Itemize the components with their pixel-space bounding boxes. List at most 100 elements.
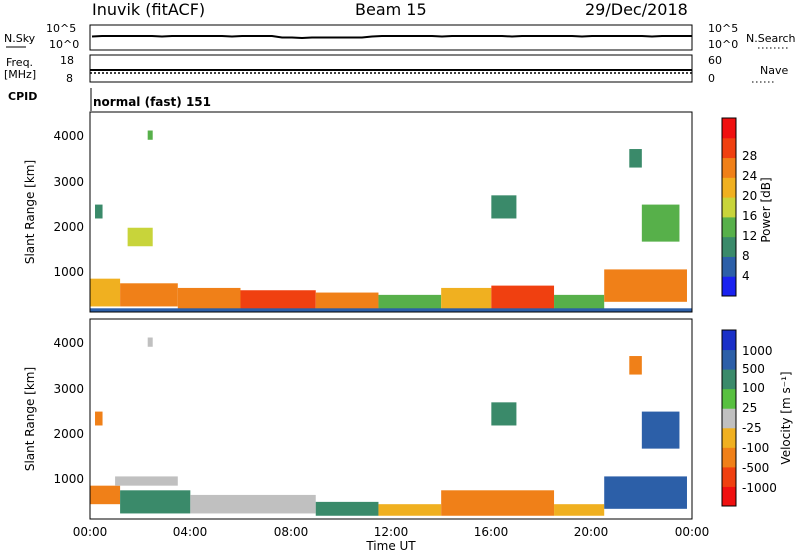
power-panel-background: [90, 112, 692, 312]
velocity-cell-7: [604, 476, 687, 509]
velocity-colorbar: 1000 500 100 25 -25 -100 -500 -1000 Velo…: [721, 329, 793, 507]
velocity-panel-frame: [89, 318, 693, 520]
power-swatch-4: [722, 197, 736, 218]
freq-tick-top: 18: [60, 54, 74, 67]
power-cell-4: [315, 292, 379, 309]
velocity-cells: [90, 337, 687, 516]
power-cb-tick-24: 24: [742, 169, 757, 183]
power-colorbar-frame: [721, 117, 737, 297]
power-cb-tick-16: 16: [742, 209, 757, 223]
noise-line: [91, 35, 692, 40]
velocity-cell-10: [147, 337, 153, 347]
power-swatch-5: [722, 177, 736, 198]
power-range-tick-4000: 4000: [53, 129, 84, 143]
power-colorbar-label: Power [dB]: [759, 177, 773, 242]
power-panel-frame: [89, 111, 693, 313]
velocity-cb-tick-1000: 1000: [742, 344, 773, 358]
power-cell-1: [120, 283, 178, 307]
velocity-swatch-1: [722, 466, 736, 487]
time-ticks: 00:00 04:00 08:00 12:00 16:00 20:00 00:0…: [73, 525, 710, 539]
power-range-tick-3000: 3000: [53, 175, 84, 189]
velocity-cell-12: [629, 356, 642, 375]
freq-tick-bottom: 8: [66, 72, 73, 85]
power-swatch-3: [722, 216, 736, 238]
velocity-range-tick-2000: 2000: [53, 427, 84, 441]
velocity-swatch-8: [722, 330, 736, 351]
power-cell-16: [491, 195, 517, 219]
power-cell-10: [90, 308, 692, 312]
noise-panel-frame: [89, 24, 693, 51]
velocity-panel: [89, 318, 693, 520]
cpid-value: normal (fast) 151: [93, 95, 211, 109]
power-y-axis-label: Slant Range [km]: [23, 160, 37, 264]
power-cells: [90, 130, 692, 312]
power-cell-0: [90, 278, 121, 307]
velocity-cell-1: [120, 490, 191, 514]
power-cell-2: [177, 287, 241, 309]
velocity-cell-5: [441, 490, 555, 516]
station-title: Inuvik (fitACF): [92, 0, 205, 19]
velocity-cell-13: [491, 402, 517, 426]
velocity-swatch-2: [722, 447, 736, 468]
time-tick-12: 12:00: [374, 525, 409, 539]
noise-panel: N.Sky 10^5 10^0 10^5 10^0 N.Search: [4, 22, 796, 51]
nsearch-label: N.Search: [746, 32, 796, 45]
velocity-cell-6: [554, 504, 605, 516]
velocity-swatch-6: [722, 369, 736, 390]
velocity-colorbar-swatches: [722, 330, 736, 507]
power-colorbar-ticks: 4 8 12 16 20 24 28: [742, 149, 757, 283]
power-cb-tick-8: 8: [742, 249, 750, 263]
power-colorbar: 4 8 12 16 20 24 28 Power [dB]: [721, 117, 773, 297]
freq-label-line1: Freq.: [6, 56, 33, 69]
velocity-cell-2: [190, 494, 316, 514]
power-cell-8: [554, 294, 605, 309]
power-range-tick-1000: 1000: [53, 265, 84, 279]
velocity-colorbar-ticks: 1000 500 100 25 -25 -100 -500 -1000: [742, 344, 777, 495]
nsearch-tick-top: 10^5: [708, 22, 738, 35]
nsearch-tick-bottom: 10^0: [708, 38, 738, 51]
power-cell-13: [127, 227, 153, 247]
velocity-cb-tick-25: 25: [742, 401, 757, 415]
power-cb-tick-4: 4: [742, 269, 750, 283]
time-tick-08: 08:00: [274, 525, 309, 539]
velocity-swatch-7: [722, 349, 736, 370]
power-cell-6: [441, 287, 492, 309]
time-tick-00: 00:00: [73, 525, 108, 539]
nave-tick-top: 60: [708, 54, 722, 67]
velocity-cb-tick-500: 500: [742, 362, 765, 376]
nsky-tick-top: 10^5: [46, 22, 76, 35]
velocity-cb-tick-neg25: -25: [742, 421, 762, 435]
freq-label-line2: [MHz]: [4, 68, 36, 81]
power-swatch-8: [722, 118, 736, 139]
power-cell-11: [95, 204, 103, 219]
velocity-swatch-3: [722, 427, 736, 448]
velocity-swatch-5: [722, 388, 736, 409]
nave-tick-bottom: 0: [708, 72, 715, 85]
velocity-cb-tick-neg1000: -1000: [742, 481, 777, 495]
power-cell-3: [240, 290, 316, 309]
power-cell-7: [491, 285, 555, 309]
time-tick-24: 00:00: [675, 525, 710, 539]
nave-label: Nave: [760, 64, 788, 77]
velocity-range-tick-1000: 1000: [53, 472, 84, 486]
nsky-tick-bottom: 10^0: [49, 38, 79, 51]
velocity-range-tick-4000: 4000: [53, 336, 84, 350]
velocity-cell-3: [315, 501, 379, 516]
velocity-cell-11: [641, 411, 680, 449]
power-cell-14: [641, 204, 680, 242]
velocity-cell-4: [378, 504, 442, 516]
velocity-swatch-4: [722, 408, 736, 429]
velocity-range-tick-3000: 3000: [53, 382, 84, 396]
power-swatch-6: [722, 157, 736, 178]
beam-title: Beam 15: [355, 0, 427, 19]
power-swatch-1: [722, 256, 736, 277]
cpid-label: CPID: [8, 90, 37, 103]
velocity-cell-9: [95, 411, 103, 426]
velocity-panel-background: [90, 319, 692, 519]
power-cb-tick-12: 12: [742, 229, 757, 243]
time-axis-label: Time UT: [365, 539, 416, 553]
velocity-range-ticks: 1000 2000 3000 4000: [53, 336, 84, 486]
velocity-colorbar-label: Velocity [m s⁻¹]: [779, 371, 793, 464]
velocity-cb-tick-100: 100: [742, 381, 765, 395]
